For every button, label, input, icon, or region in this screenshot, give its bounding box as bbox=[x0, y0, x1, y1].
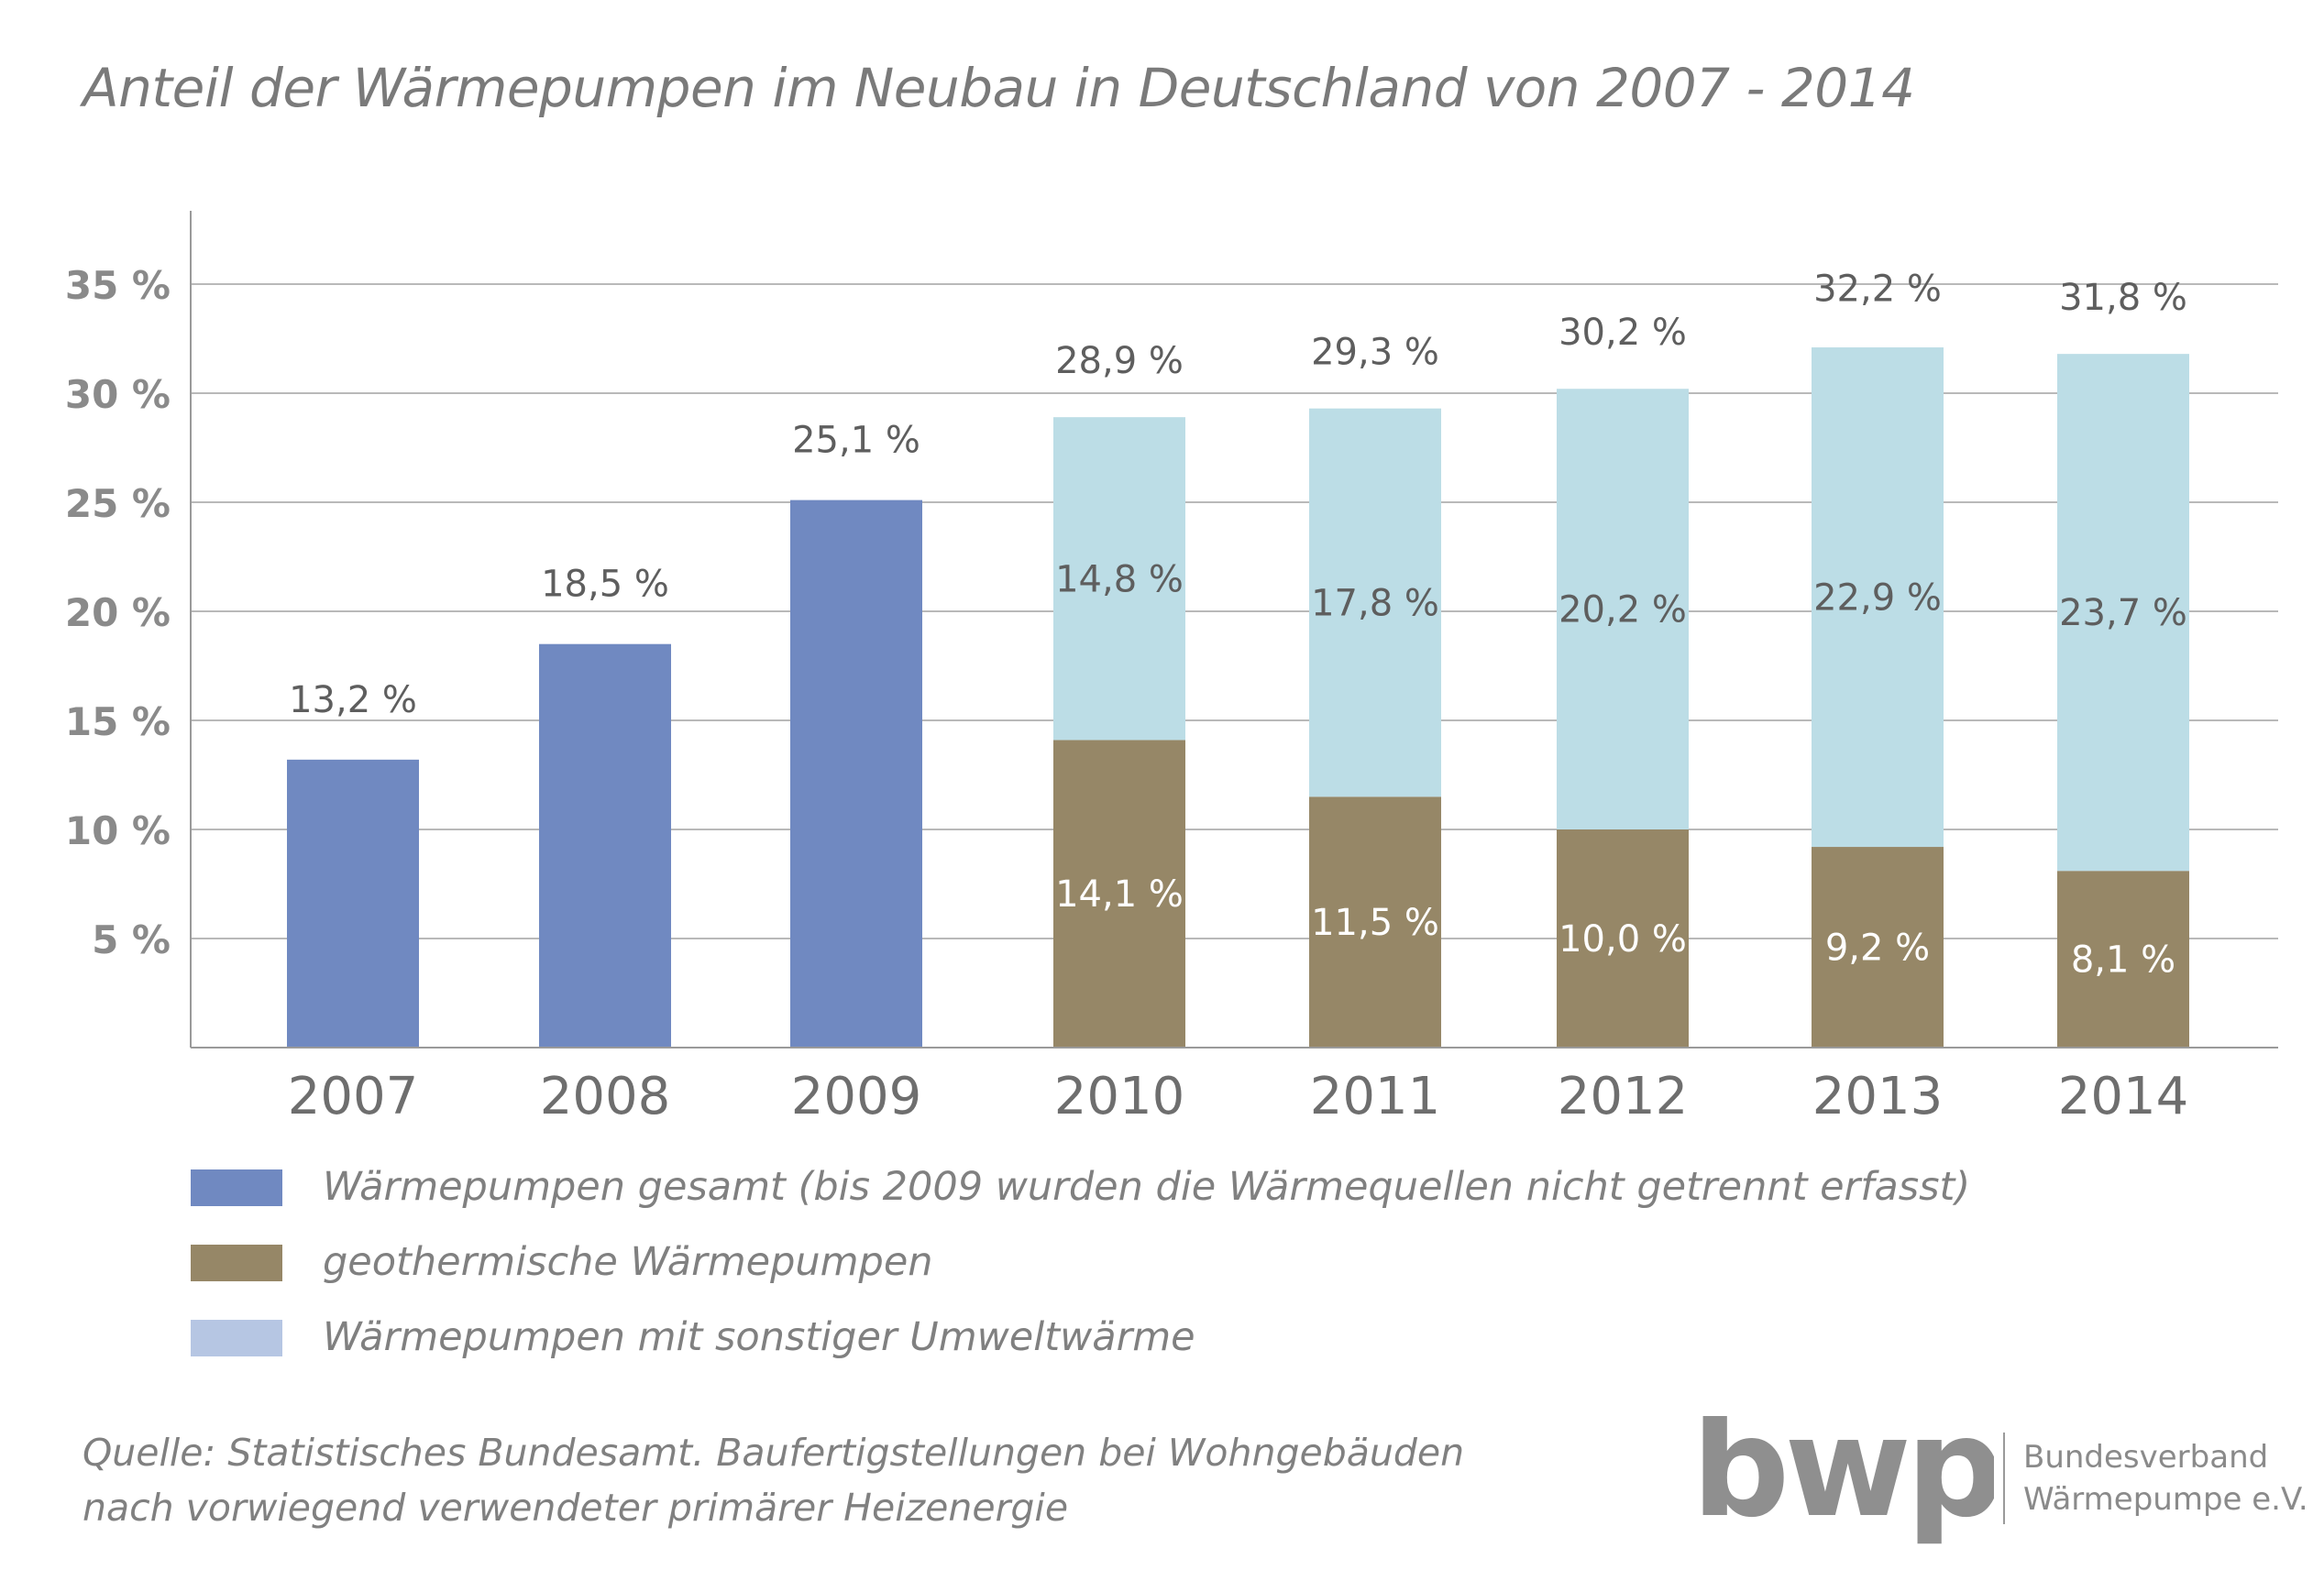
data-label-other: 23,7 % bbox=[2059, 592, 2187, 634]
y-tick-label: 5 % bbox=[92, 917, 171, 962]
bar-geothermal bbox=[1812, 847, 1944, 1048]
legend-swatch-total bbox=[191, 1169, 282, 1206]
logo-text: Bundesverband Wärmepumpe e.V. bbox=[2023, 1436, 2308, 1521]
x-tick-label: 2010 bbox=[1054, 1067, 1185, 1126]
grid-lines bbox=[191, 283, 2278, 939]
bars bbox=[287, 347, 2189, 1048]
x-tick-label: 2014 bbox=[2058, 1067, 2189, 1126]
x-tick-label: 2012 bbox=[1558, 1067, 1689, 1126]
y-tick-label: 10 % bbox=[65, 808, 171, 853]
bar-total bbox=[539, 643, 671, 1048]
legend-label-total: Wärmepumpen gesamt (bis 2009 wurden die … bbox=[323, 1164, 1971, 1210]
bar-total bbox=[287, 759, 419, 1048]
data-label-total: 13,2 % bbox=[289, 679, 417, 721]
bwp-logo: bwp Bundesverband Wärmepumpe e.V. bbox=[1691, 1416, 2308, 1544]
data-label-geothermal: 14,1 % bbox=[1055, 873, 1184, 916]
data-label-geothermal: 10,0 % bbox=[1559, 918, 1687, 961]
bar-other bbox=[1309, 408, 1441, 797]
data-label-total: 31,8 % bbox=[2059, 277, 2187, 319]
logo-text-line-1: Bundesverband bbox=[2023, 1439, 2269, 1476]
y-tick-label: 15 % bbox=[65, 699, 171, 744]
bar-geothermal bbox=[1053, 740, 1185, 1048]
data-label-total: 29,3 % bbox=[1311, 332, 1439, 374]
bar-geothermal bbox=[2057, 871, 2189, 1048]
bar-other bbox=[1053, 417, 1185, 741]
y-tick-label: 25 % bbox=[65, 481, 171, 526]
x-tick-label: 2011 bbox=[1310, 1067, 1441, 1126]
chart-title: Anteil der Wärmepumpen im Neubau in Deut… bbox=[83, 57, 1915, 119]
bwp-logo-letters: bwp bbox=[1691, 1416, 1994, 1544]
x-tick-label: 2008 bbox=[540, 1067, 671, 1126]
data-label-other: 20,2 % bbox=[1559, 589, 1687, 631]
bar-other bbox=[1557, 389, 1689, 829]
bar-other bbox=[2057, 354, 2189, 872]
data-label-total: 18,5 % bbox=[541, 564, 669, 606]
y-tick-label: 20 % bbox=[65, 590, 171, 635]
x-tick-label: 2013 bbox=[1812, 1067, 1944, 1126]
bar-total bbox=[790, 500, 922, 1048]
source-line-2: nach vorwiegend verwendeter primärer Hei… bbox=[83, 1486, 1069, 1530]
data-label-total: 32,2 % bbox=[1813, 269, 1942, 311]
axes: 5 % 10 % 15 % 20 % 25 % 30 % 35 % 2007 2008 2009 2… bbox=[65, 211, 2278, 1126]
legend-swatch-other bbox=[191, 1320, 282, 1356]
data-label-other: 14,8 % bbox=[1055, 558, 1184, 600]
y-tick-label: 35 % bbox=[65, 263, 171, 308]
data-label-geothermal: 11,5 % bbox=[1311, 902, 1439, 944]
data-labels: 13,2 % 18,5 % 25,1 % 14,1 % 14,8 % 28,9 % 11,5… bbox=[289, 269, 2187, 982]
bar-geothermal bbox=[1309, 796, 1441, 1048]
legend-label-other: Wärmepumpen mit sonstiger Umweltwärme bbox=[323, 1314, 1195, 1360]
data-label-total: 28,9 % bbox=[1055, 340, 1184, 382]
data-label-other: 17,8 % bbox=[1311, 582, 1439, 624]
logo-text-line-2: Wärmepumpe e.V. bbox=[2023, 1481, 2308, 1518]
bar-geothermal bbox=[1557, 829, 1689, 1048]
bar-other bbox=[1812, 347, 1944, 848]
data-label-geothermal: 9,2 % bbox=[1825, 928, 1930, 970]
bwp-logo-mark: bwp bbox=[1691, 1416, 1994, 1544]
bar-chart: 13,2 % 18,5 % 25,1 % 14,1 % 14,8 % 28,9 % 11,5… bbox=[65, 211, 2278, 1126]
source-line-1: Quelle: Statistisches Bundesamt. Baufert… bbox=[83, 1431, 1465, 1475]
data-label-other: 22,9 % bbox=[1813, 577, 1942, 620]
x-tick-label: 2007 bbox=[288, 1067, 419, 1126]
data-label-total: 25,1 % bbox=[792, 420, 920, 462]
data-label-geothermal: 8,1 % bbox=[2071, 939, 2175, 982]
y-tick-label: 30 % bbox=[65, 372, 171, 417]
legend-swatch-geothermal bbox=[191, 1245, 282, 1281]
data-label-total: 30,2 % bbox=[1559, 312, 1687, 354]
legend-label-geothermal: geothermische Wärmepumpen bbox=[323, 1239, 933, 1285]
logo-divider bbox=[2003, 1433, 2005, 1524]
x-tick-label: 2009 bbox=[791, 1067, 922, 1126]
source-note: Quelle: Statistisches Bundesamt. Baufert… bbox=[83, 1425, 1464, 1535]
